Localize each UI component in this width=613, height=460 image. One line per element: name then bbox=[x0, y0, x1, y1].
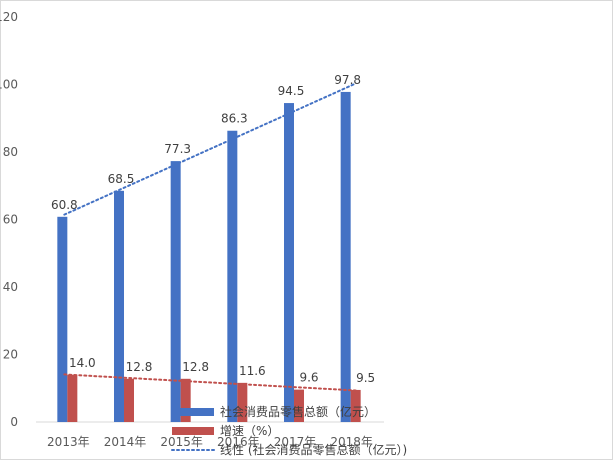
data-label-growth-rate: 9.5 bbox=[356, 371, 375, 385]
legend-swatch bbox=[172, 427, 214, 435]
data-label-retail-total: 86.3 bbox=[221, 112, 248, 126]
bar-retail-total bbox=[114, 190, 124, 422]
y-tick-label: 120 bbox=[0, 10, 18, 24]
y-tick-label: 80 bbox=[3, 145, 18, 159]
bar-growth-rate bbox=[180, 378, 191, 422]
bar-retail-total bbox=[170, 161, 181, 423]
data-labels: 60.8 68.5 77.3 86.3 94.5 97.8 14.0 12.8 12.8 11.6… bbox=[51, 73, 375, 385]
bar-retail-total bbox=[284, 103, 294, 422]
y-tick-label: 0 bbox=[10, 415, 18, 429]
trendline-growth-rate bbox=[63, 373, 357, 392]
bar-growth-rate bbox=[67, 374, 78, 422]
x-tick-label: 2016年 bbox=[217, 435, 260, 449]
bar-growth-rate bbox=[350, 389, 361, 422]
x-tick-label: 2018年 bbox=[330, 435, 373, 449]
data-label-growth-rate: 14.0 bbox=[69, 356, 96, 370]
trendlines bbox=[63, 82, 357, 392]
data-label-growth-rate: 12.8 bbox=[126, 360, 153, 374]
x-tick-label: 2014年 bbox=[104, 435, 147, 449]
y-tick-label: 60 bbox=[3, 213, 18, 227]
bar-growth-rate bbox=[237, 382, 248, 422]
data-label-retail-total: 97.8 bbox=[334, 73, 361, 87]
data-label-retail-total: 68.5 bbox=[108, 172, 135, 186]
data-label-growth-rate: 9.6 bbox=[299, 371, 318, 385]
bar-growth-rate bbox=[124, 378, 134, 422]
bar-retail-total bbox=[227, 130, 238, 423]
legend: 社会消费品零售总额（亿元） 增速（%） 线性 (社会消费品零售总额（亿元）) bbox=[171, 404, 407, 457]
bar-retail-total bbox=[57, 216, 68, 422]
legend-swatch bbox=[172, 408, 214, 416]
x-tick-label: 2013年 bbox=[47, 435, 90, 449]
bar-growth-rate bbox=[294, 389, 304, 422]
data-label-retail-total: 77.3 bbox=[164, 142, 191, 156]
data-label-retail-total: 94.5 bbox=[278, 84, 305, 98]
data-label-retail-total: 60.8 bbox=[51, 198, 78, 212]
legend-label: 线性 (社会消费品零售总额（亿元）) bbox=[220, 442, 407, 457]
axes: 0 20 40 60 80 100 120 2013年 2014年 2015年 2016年 2017年… bbox=[0, 10, 384, 449]
y-tick-label: 20 bbox=[3, 348, 18, 362]
legend-label: 社会消费品零售总额（亿元） bbox=[220, 404, 376, 419]
data-label-growth-rate: 12.8 bbox=[182, 360, 209, 374]
y-tick-label: 100 bbox=[0, 78, 18, 92]
y-tick-label: 40 bbox=[3, 280, 18, 294]
bar-retail-total bbox=[340, 91, 351, 423]
trendline-retail-total bbox=[63, 82, 357, 216]
x-tick-label: 2017年 bbox=[274, 435, 317, 449]
legend-label: 增速（%） bbox=[220, 424, 279, 438]
x-tick-label: 2015年 bbox=[160, 435, 203, 449]
bars bbox=[57, 91, 361, 423]
data-label-growth-rate: 11.6 bbox=[239, 364, 266, 378]
